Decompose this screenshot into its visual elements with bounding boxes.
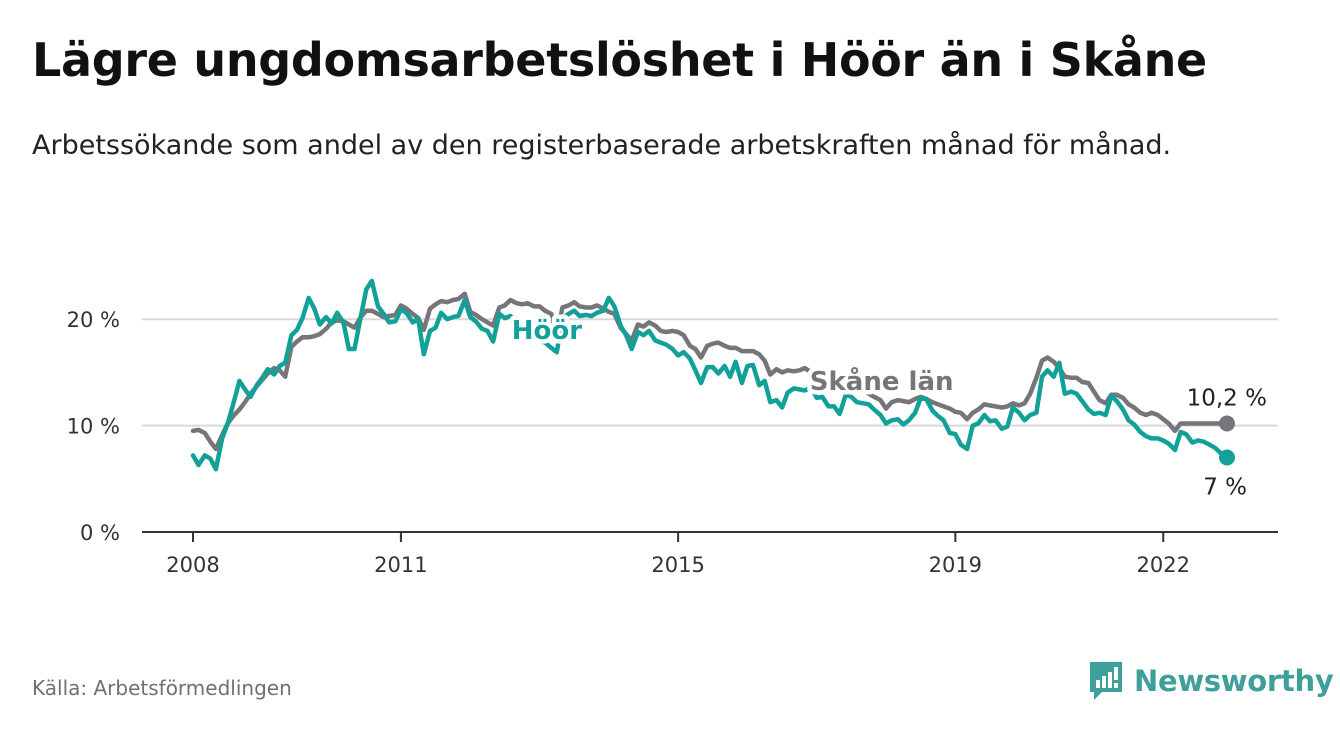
x-tick-label: 2011 [374, 553, 427, 577]
x-axis: 2008 2011 2015 2019 2022 [142, 531, 1278, 577]
end-point-hoor [1219, 449, 1235, 466]
source-note: Källa: Arbetsförmedlingen [32, 676, 292, 700]
series-label-skane: Skåne län [810, 365, 954, 397]
series-label-skane-halo: Skåne län [810, 365, 954, 397]
series-line-skane [190, 291, 1230, 452]
series-label-hoor-halo: Höör [512, 316, 582, 346]
end-value-label-hoor: 7 % [1203, 475, 1247, 501]
series-line-hoor [190, 278, 1230, 472]
brand-name: Newsworthy [1134, 664, 1334, 698]
x-tick-label: 2008 [166, 553, 219, 577]
chart-title: Lägre ungdomsarbetslöshet i Höör än i Sk… [32, 33, 1207, 87]
y-tick-label: 10 % [67, 415, 120, 439]
x-tick-label: 2022 [1137, 553, 1190, 577]
newsworthy-logo-icon [1090, 662, 1122, 700]
end-value-label-skane: 10,2 % [1187, 385, 1267, 411]
y-axis: 0 % 10 % 20 % [67, 308, 120, 545]
brand-logo: Newsworthy [1088, 660, 1334, 702]
series-layer [190, 278, 1235, 472]
y-tick-label: 0 % [80, 521, 120, 545]
x-tick-label: 2019 [929, 553, 982, 577]
chart-subtitle: Arbetssökande som andel av den registerb… [32, 130, 1172, 161]
end-point-skane [1219, 415, 1235, 432]
y-tick-label: 20 % [67, 308, 120, 332]
x-tick-label: 2015 [651, 553, 704, 577]
series-label-hoor: Höör [512, 316, 582, 346]
